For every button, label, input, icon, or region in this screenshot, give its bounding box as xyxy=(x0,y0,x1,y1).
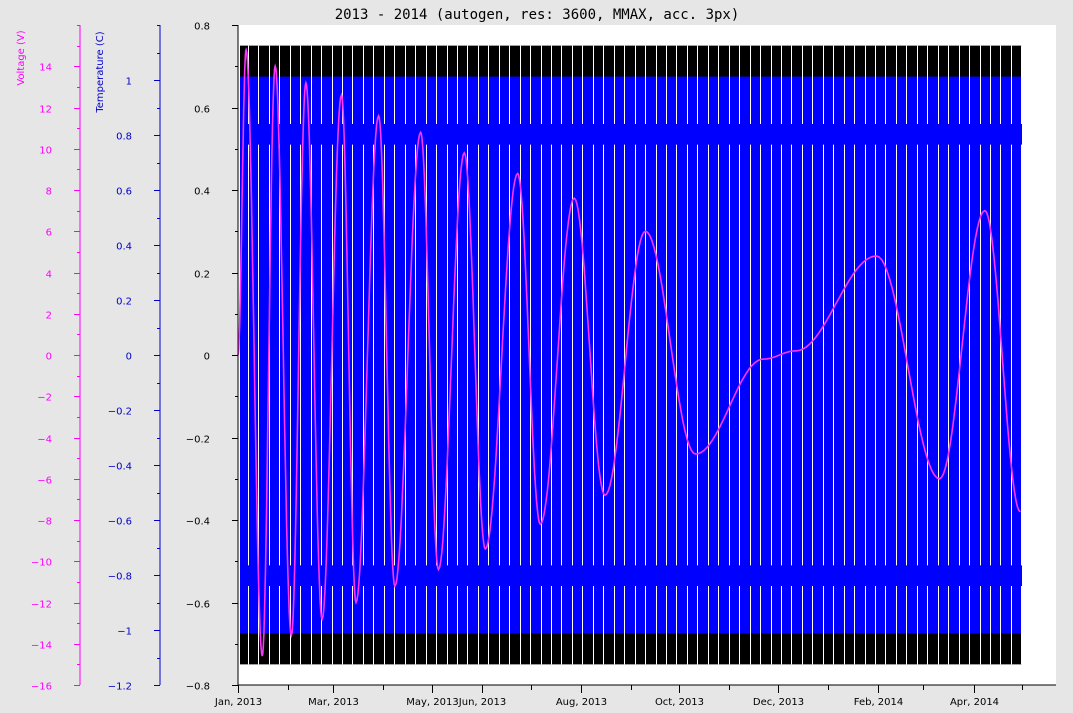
ticks: 0.8 0.6 0.4 0.2 0 −0.2 −0.4 −0.6 −0.8 1 0.8 0.6 0.4 0… xyxy=(31,22,1023,708)
main-tick-label: −0.8 xyxy=(186,682,210,693)
voltage-tick-label: −8 xyxy=(37,517,52,528)
x-tick-label: Aug, 2013 xyxy=(556,697,607,708)
temperature-tick-label: −1 xyxy=(117,627,132,638)
voltage-tick-label: −4 xyxy=(37,435,52,446)
voltage-tick-label: −12 xyxy=(31,600,52,611)
temperature-tick-label: 1 xyxy=(126,77,132,88)
temperature-tick-label: −0.4 xyxy=(108,462,132,473)
series-line xyxy=(237,46,1021,657)
main-tick-label: 0 xyxy=(204,352,210,363)
voltage-tick-label: 0 xyxy=(46,352,52,363)
x-tick-label: Feb, 2014 xyxy=(854,697,904,708)
voltage-tick-label: −16 xyxy=(31,682,52,693)
chart-title: 2013 - 2014 (autogen, res: 3600, MMAX, a… xyxy=(335,7,740,23)
main-tick-label: 0.6 xyxy=(194,105,210,116)
temperature-tick-label: −1.2 xyxy=(108,682,132,693)
temperature-tick-label: 0.6 xyxy=(116,187,132,198)
voltage-tick-label: 10 xyxy=(39,146,52,157)
x-tick-label: Dec, 2013 xyxy=(753,697,804,708)
voltage-tick-label: 2 xyxy=(46,311,52,322)
band-inner xyxy=(240,76,1022,634)
temperature-tick-label: −0.8 xyxy=(108,572,132,583)
band-layer xyxy=(240,45,1022,665)
main-tick-label: 0.2 xyxy=(194,270,210,281)
x-tick-label: Oct, 2013 xyxy=(655,697,704,708)
main-tick-label: −0.2 xyxy=(186,435,210,446)
vertical-gridlines xyxy=(248,45,1022,665)
x-tick-label: Jan, 2013 xyxy=(214,697,262,708)
voltage-tick-label: 8 xyxy=(46,187,52,198)
voltage-tick-label: −10 xyxy=(31,558,52,569)
voltage-tick-label: 14 xyxy=(39,63,52,74)
voltage-tick-label: 12 xyxy=(39,105,52,116)
x-tick-label: Jun, 2013 xyxy=(458,697,506,708)
voltage-axis-label: Voltage (V) xyxy=(16,30,27,85)
main-tick-label: −0.6 xyxy=(186,600,210,611)
temperature-tick-label: −0.2 xyxy=(108,407,132,418)
voltage-tick-label: −6 xyxy=(37,476,52,487)
main-tick-label: 0.8 xyxy=(194,22,210,33)
temperature-tick-label: 0 xyxy=(126,352,132,363)
temperature-tick-label: 0.4 xyxy=(116,242,132,253)
main-tick-label: 0.4 xyxy=(194,187,210,198)
voltage-tick-label: 4 xyxy=(46,270,52,281)
temperature-tick-label: 0.2 xyxy=(116,297,132,308)
x-tick-label: May, 2013 xyxy=(406,697,458,708)
temperature-axis-label: Temperature (C) xyxy=(95,31,106,113)
voltage-tick-label: 6 xyxy=(46,228,52,239)
x-tick-label: Mar, 2013 xyxy=(308,697,359,708)
voltage-tick-label: −14 xyxy=(31,641,52,652)
temperature-tick-label: −0.6 xyxy=(108,517,132,528)
x-tick-label: Apr, 2014 xyxy=(950,697,999,708)
series-layer xyxy=(237,46,1021,657)
voltage-tick-label: −2 xyxy=(37,393,52,404)
temperature-tick-label: 0.8 xyxy=(116,132,132,143)
main-tick-label: −0.4 xyxy=(186,517,210,528)
